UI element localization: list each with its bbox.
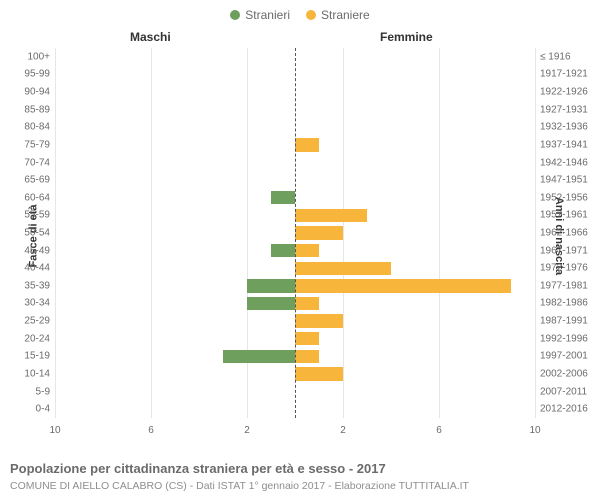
age-label: 25-29 bbox=[24, 316, 55, 327]
x-tick-label: 2 bbox=[244, 425, 250, 436]
age-label: 20-24 bbox=[24, 333, 55, 344]
age-label: 5-9 bbox=[36, 386, 55, 397]
birth-year-label: 2012-2016 bbox=[535, 404, 588, 415]
birth-year-label: 1997-2001 bbox=[535, 351, 588, 362]
age-label: 50-54 bbox=[24, 227, 55, 238]
header-male: Maschi bbox=[130, 30, 171, 44]
birth-year-label: 1977-1981 bbox=[535, 280, 588, 291]
age-label: 10-14 bbox=[24, 368, 55, 379]
legend-swatch-male bbox=[230, 10, 240, 20]
age-label: 0-4 bbox=[36, 404, 55, 415]
x-tick-label: 2 bbox=[340, 425, 346, 436]
age-label: 30-34 bbox=[24, 298, 55, 309]
legend-item-male: Stranieri bbox=[230, 8, 290, 22]
age-label: 40-44 bbox=[24, 263, 55, 274]
age-label: 95-99 bbox=[24, 69, 55, 80]
bar-male bbox=[271, 191, 295, 204]
bar-female bbox=[295, 367, 343, 380]
bar-female bbox=[295, 226, 343, 239]
bar-female bbox=[295, 138, 319, 151]
bar-female bbox=[295, 332, 319, 345]
x-tick-label: 10 bbox=[49, 425, 60, 436]
birth-year-label: 1967-1971 bbox=[535, 245, 588, 256]
x-tick-label: 6 bbox=[436, 425, 442, 436]
bar-female bbox=[295, 350, 319, 363]
age-label: 75-79 bbox=[24, 139, 55, 150]
birth-year-label: 1917-1921 bbox=[535, 69, 588, 80]
age-label: 100+ bbox=[27, 51, 55, 62]
age-label: 85-89 bbox=[24, 104, 55, 115]
age-label: 45-49 bbox=[24, 245, 55, 256]
age-label: 80-84 bbox=[24, 122, 55, 133]
birth-year-label: 1932-1936 bbox=[535, 122, 588, 133]
birth-year-label: 2007-2011 bbox=[535, 386, 587, 397]
bar-female bbox=[295, 262, 391, 275]
bar-male bbox=[247, 279, 295, 292]
age-label: 70-74 bbox=[24, 157, 55, 168]
birth-year-label: 1937-1941 bbox=[535, 139, 588, 150]
legend-label-female: Straniere bbox=[321, 8, 370, 22]
x-tick-label: 6 bbox=[148, 425, 154, 436]
age-label: 90-94 bbox=[24, 87, 55, 98]
age-label: 55-59 bbox=[24, 210, 55, 221]
x-tick-label: 10 bbox=[529, 425, 540, 436]
legend-label-male: Stranieri bbox=[245, 8, 290, 22]
bar-male bbox=[223, 350, 295, 363]
birth-year-label: ≤ 1916 bbox=[535, 51, 571, 62]
bar-female bbox=[295, 209, 367, 222]
bar-female bbox=[295, 297, 319, 310]
birth-year-label: 1972-1976 bbox=[535, 263, 588, 274]
age-label: 65-69 bbox=[24, 175, 55, 186]
birth-year-label: 1947-1951 bbox=[535, 175, 588, 186]
chart-caption: Popolazione per cittadinanza straniera p… bbox=[10, 461, 386, 476]
legend-item-female: Straniere bbox=[306, 8, 370, 22]
legend-swatch-female bbox=[306, 10, 316, 20]
plot-region: 10622610100+≤ 191695-991917-192190-94192… bbox=[55, 48, 535, 418]
bar-female bbox=[295, 244, 319, 257]
legend: Stranieri Straniere bbox=[0, 0, 600, 26]
birth-year-label: 1952-1956 bbox=[535, 192, 588, 203]
birth-year-label: 1922-1926 bbox=[535, 87, 588, 98]
birth-year-label: 1962-1966 bbox=[535, 227, 588, 238]
bar-male bbox=[271, 244, 295, 257]
header-female: Femmine bbox=[380, 30, 433, 44]
birth-year-label: 1987-1991 bbox=[535, 316, 588, 327]
birth-year-label: 1992-1996 bbox=[535, 333, 588, 344]
age-label: 15-19 bbox=[24, 351, 55, 362]
bar-male bbox=[247, 297, 295, 310]
birth-year-label: 1942-1946 bbox=[535, 157, 588, 168]
birth-year-label: 1957-1961 bbox=[535, 210, 588, 221]
chart-subcaption: COMUNE DI AIELLO CALABRO (CS) - Dati IST… bbox=[10, 480, 469, 492]
bar-female bbox=[295, 314, 343, 327]
birth-year-label: 1982-1986 bbox=[535, 298, 588, 309]
age-label: 35-39 bbox=[24, 280, 55, 291]
birth-year-label: 1927-1931 bbox=[535, 104, 588, 115]
center-line bbox=[295, 48, 296, 418]
birth-year-label: 2002-2006 bbox=[535, 368, 588, 379]
chart-area: Maschi Femmine Fasce di età Anni di nasc… bbox=[0, 26, 600, 446]
age-label: 60-64 bbox=[24, 192, 55, 203]
bar-female bbox=[295, 279, 511, 292]
